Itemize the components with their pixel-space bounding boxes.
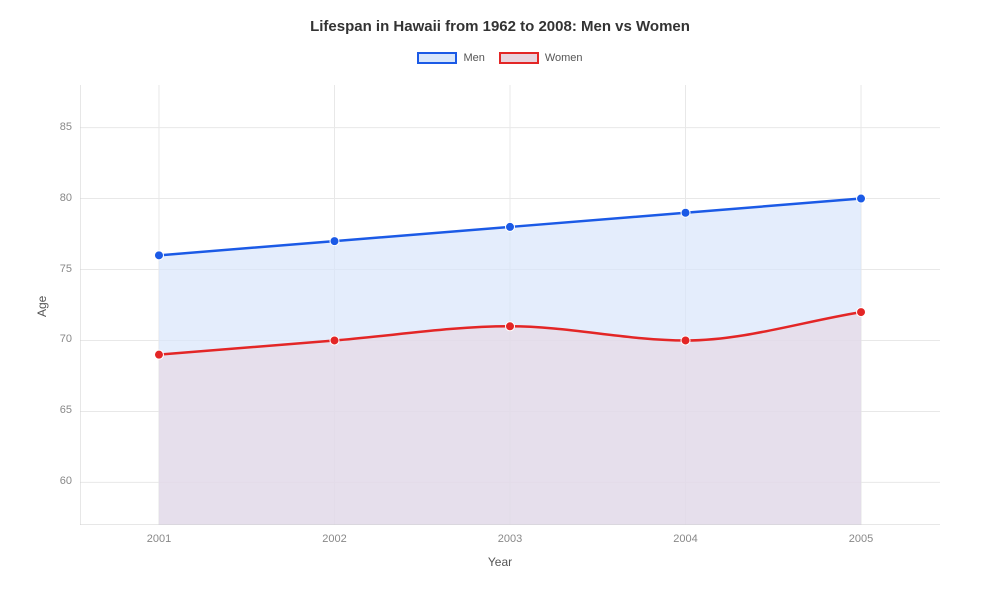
y-axis-label: Age bbox=[35, 296, 49, 317]
y-tick-label: 65 bbox=[60, 404, 72, 416]
y-tick-label: 75 bbox=[60, 263, 72, 275]
plot-area bbox=[80, 85, 940, 525]
legend: Men Women bbox=[0, 52, 1000, 64]
legend-item-men[interactable]: Men bbox=[417, 52, 484, 64]
y-tick-label: 70 bbox=[60, 333, 72, 345]
legend-label-men: Men bbox=[463, 52, 484, 64]
legend-swatch-men bbox=[417, 52, 457, 64]
chart-svg bbox=[80, 85, 940, 525]
y-tick-label: 60 bbox=[60, 475, 72, 487]
x-tick-label: 2003 bbox=[490, 533, 530, 545]
y-tick-label: 85 bbox=[60, 121, 72, 133]
x-tick-label: 2004 bbox=[666, 533, 706, 545]
x-tick-label: 2001 bbox=[139, 533, 179, 545]
legend-item-women[interactable]: Women bbox=[499, 52, 583, 64]
x-axis-label: Year bbox=[0, 555, 1000, 569]
y-tick-label: 80 bbox=[60, 192, 72, 204]
chart-title: Lifespan in Hawaii from 1962 to 2008: Me… bbox=[0, 18, 1000, 35]
legend-label-women: Women bbox=[545, 52, 583, 64]
legend-swatch-women bbox=[499, 52, 539, 64]
x-tick-label: 2002 bbox=[314, 533, 354, 545]
x-tick-label: 2005 bbox=[841, 533, 881, 545]
chart-container: Lifespan in Hawaii from 1962 to 2008: Me… bbox=[0, 0, 1000, 600]
